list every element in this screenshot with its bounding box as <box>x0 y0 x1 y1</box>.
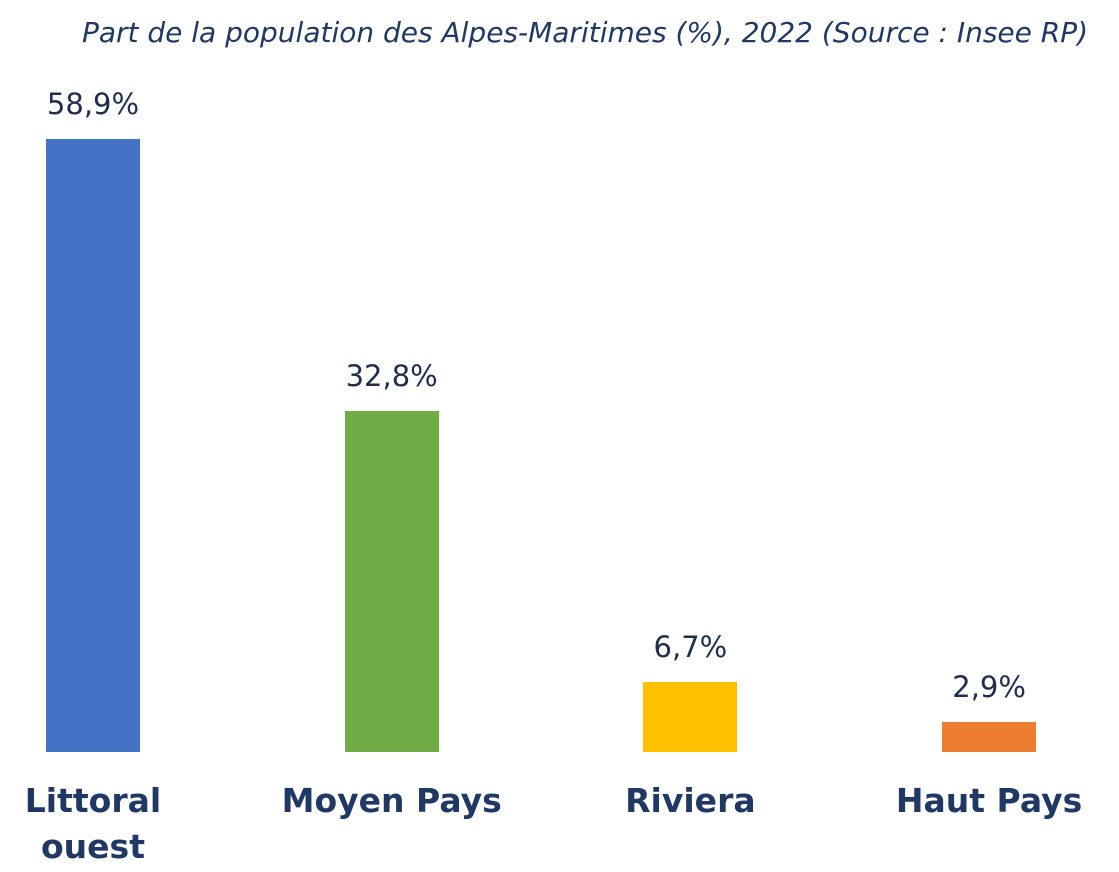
x-tick-label: Riviera <box>625 781 756 820</box>
value-label: 32,8% <box>345 358 438 393</box>
x-tick-label: Littoral ouest <box>24 781 162 866</box>
x-tick-label: Haut Pays <box>895 781 1083 820</box>
chart-title: Part de la population des Alpes-Maritime… <box>81 16 1089 49</box>
value-label: 58,9% <box>46 86 140 121</box>
value-label: 2,9% <box>952 669 1026 704</box>
bar <box>643 682 738 752</box>
bar <box>46 138 140 752</box>
bar <box>344 410 439 752</box>
x-tick-label: Moyen Pays <box>281 781 502 820</box>
bar <box>942 721 1037 752</box>
value-label: 6,7% <box>653 630 728 665</box>
